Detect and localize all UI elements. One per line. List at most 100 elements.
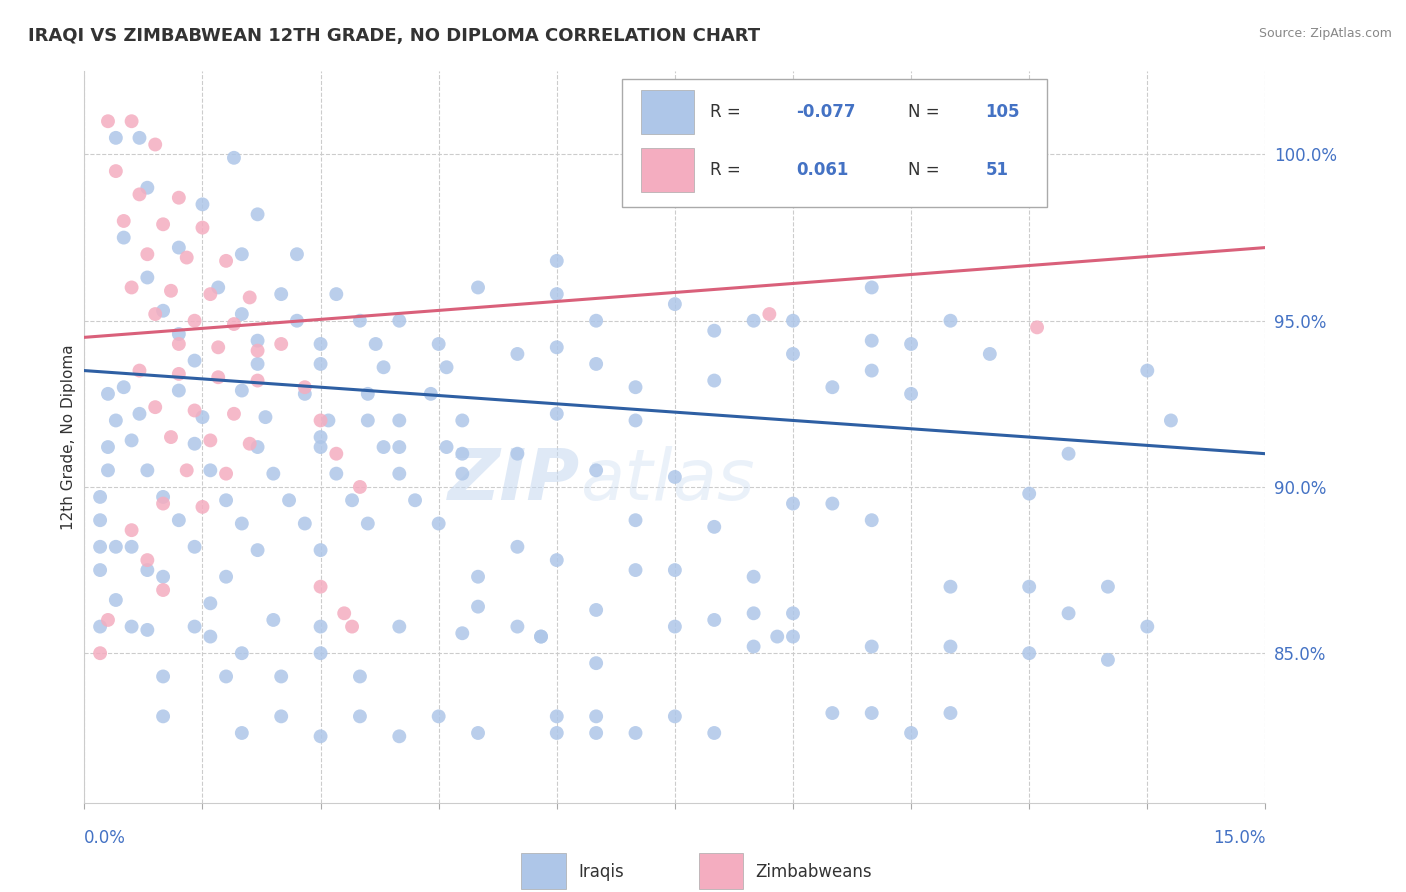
Point xyxy=(624,513,647,527)
Point xyxy=(231,307,253,321)
Point xyxy=(664,470,686,484)
Point xyxy=(451,626,474,640)
Text: 15.0%: 15.0% xyxy=(1213,830,1265,847)
Point xyxy=(1160,413,1182,427)
Point xyxy=(121,523,143,537)
Point xyxy=(231,646,253,660)
Point xyxy=(152,709,174,723)
Point xyxy=(104,413,127,427)
Point xyxy=(89,490,111,504)
Point xyxy=(585,314,607,328)
Point xyxy=(294,380,316,394)
FancyBboxPatch shape xyxy=(621,78,1047,207)
Point xyxy=(388,467,411,481)
Point xyxy=(191,500,214,514)
Point xyxy=(215,467,238,481)
Point xyxy=(191,197,214,211)
Point xyxy=(427,337,450,351)
Point xyxy=(349,314,371,328)
Point xyxy=(121,434,143,448)
Point xyxy=(167,326,190,341)
Point xyxy=(167,241,190,255)
Point xyxy=(364,337,387,351)
Point xyxy=(152,303,174,318)
Point xyxy=(821,497,844,511)
Point xyxy=(231,247,253,261)
Point xyxy=(200,596,222,610)
Point xyxy=(200,434,222,448)
Point xyxy=(1057,607,1080,621)
Point xyxy=(585,463,607,477)
Point xyxy=(309,430,332,444)
Point xyxy=(239,290,262,304)
Point xyxy=(246,343,269,358)
Point xyxy=(285,314,308,328)
Point xyxy=(143,137,166,152)
Point xyxy=(821,380,844,394)
Point xyxy=(1026,320,1049,334)
FancyBboxPatch shape xyxy=(699,853,744,889)
Point xyxy=(215,493,238,508)
Point xyxy=(246,543,269,558)
Point xyxy=(782,314,804,328)
Point xyxy=(309,646,332,660)
Point xyxy=(128,407,150,421)
Point xyxy=(112,230,135,244)
Point xyxy=(152,217,174,231)
Point xyxy=(349,669,371,683)
Point xyxy=(239,436,262,450)
Point xyxy=(309,357,332,371)
Point xyxy=(506,540,529,554)
Point xyxy=(357,387,380,401)
Text: R =: R = xyxy=(710,161,747,179)
Point xyxy=(900,337,922,351)
Point xyxy=(89,563,111,577)
Point xyxy=(200,463,222,477)
Point xyxy=(246,374,269,388)
Point xyxy=(222,151,245,165)
Point xyxy=(246,440,269,454)
Point xyxy=(624,726,647,740)
Point xyxy=(506,447,529,461)
Point xyxy=(270,669,292,683)
Point xyxy=(136,623,159,637)
Point xyxy=(104,540,127,554)
Text: ZIP: ZIP xyxy=(449,447,581,516)
Point xyxy=(546,553,568,567)
Point xyxy=(89,540,111,554)
Point xyxy=(89,619,111,633)
Point xyxy=(388,413,411,427)
Point xyxy=(325,447,347,461)
Point xyxy=(530,630,553,644)
Text: 51: 51 xyxy=(986,161,1008,179)
Point xyxy=(191,220,214,235)
Point xyxy=(309,619,332,633)
Point xyxy=(183,403,205,417)
Point xyxy=(121,619,143,633)
Point xyxy=(1097,653,1119,667)
Point xyxy=(128,131,150,145)
Point xyxy=(318,413,340,427)
Point xyxy=(1018,486,1040,500)
Point xyxy=(97,114,120,128)
Text: atlas: atlas xyxy=(581,447,755,516)
Point xyxy=(664,709,686,723)
Point xyxy=(207,280,229,294)
Point xyxy=(136,270,159,285)
Point xyxy=(427,709,450,723)
Point xyxy=(152,582,174,597)
Point xyxy=(183,619,205,633)
Point xyxy=(231,726,253,740)
Point xyxy=(530,630,553,644)
Point xyxy=(467,280,489,294)
Point xyxy=(742,314,765,328)
Point xyxy=(1136,619,1159,633)
Point xyxy=(939,640,962,654)
Point xyxy=(262,467,284,481)
Point xyxy=(436,360,458,375)
Point xyxy=(546,726,568,740)
Point xyxy=(506,619,529,633)
Point xyxy=(294,516,316,531)
Point xyxy=(309,543,332,558)
Point xyxy=(703,726,725,740)
